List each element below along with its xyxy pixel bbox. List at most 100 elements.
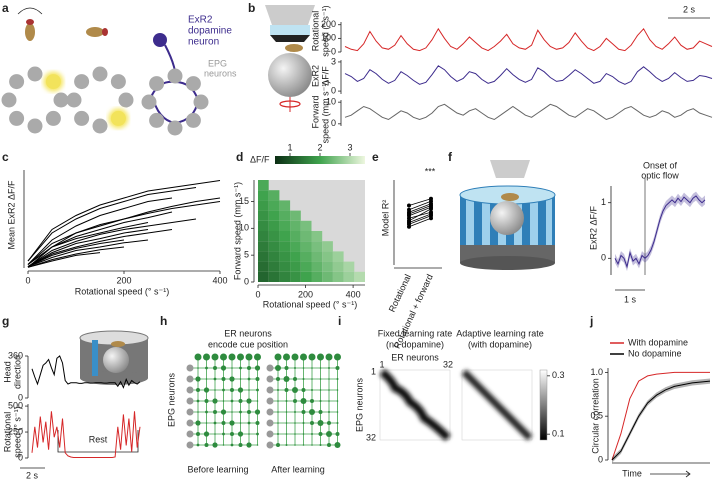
heatmap-cell — [268, 261, 280, 272]
ball — [268, 53, 312, 97]
synapse — [285, 422, 288, 424]
y-label: ExR2 ΔF/F — [588, 205, 598, 250]
ring-neuron — [92, 66, 108, 82]
synapse — [301, 410, 306, 414]
synapse — [204, 443, 209, 447]
heatmap-cell — [300, 261, 312, 272]
caption: Before learning — [187, 464, 248, 474]
synapse — [239, 378, 242, 380]
er-neuron — [325, 353, 333, 361]
panel-g-diagram — [20, 330, 149, 469]
heatmap-cell — [258, 241, 269, 252]
heatmap-cell — [279, 241, 291, 252]
objective — [265, 5, 315, 25]
heatmap-cell — [322, 241, 333, 252]
heatmap-cell — [258, 231, 269, 242]
fly-icon — [102, 28, 108, 36]
synapse — [302, 378, 305, 380]
synapse — [214, 433, 216, 435]
synapse — [230, 443, 234, 447]
heatmap-cell — [311, 261, 323, 272]
colorbar-tick-label: 3 — [347, 142, 352, 152]
synapse — [336, 411, 339, 413]
colorbar-tick-label: 2 — [317, 142, 322, 152]
synapse — [196, 399, 200, 403]
y-label: speed (mm s⁻¹) — [320, 81, 330, 144]
x-label: ER neurons — [391, 352, 439, 362]
x-label: Time — [622, 468, 642, 478]
neuron-label: dopamine — [188, 26, 232, 37]
pair-line — [408, 205, 432, 215]
synapse — [319, 367, 322, 369]
x-label: Rotational speed (° s⁻¹) — [75, 286, 169, 296]
matrix-band — [461, 369, 533, 441]
line — [31, 411, 141, 458]
heatmap-cell — [332, 271, 344, 282]
synapse — [256, 444, 259, 446]
heatmap-cell — [290, 210, 301, 221]
synapse — [293, 377, 297, 381]
y-label: Forward speed (mm s⁻¹) — [232, 182, 242, 280]
y-tick-label: 5 — [244, 250, 249, 260]
synapse — [239, 410, 242, 414]
pair-line — [408, 217, 432, 228]
line — [614, 195, 706, 269]
panel-label: b — [248, 1, 255, 15]
er-neuron — [308, 353, 316, 361]
heatmap-cell — [300, 241, 312, 252]
synapse — [238, 399, 243, 403]
panel-label: i — [338, 314, 341, 328]
heatmap-cell — [300, 271, 312, 282]
synapse — [300, 398, 307, 404]
line — [27, 229, 173, 268]
heatmap-cell — [279, 210, 291, 221]
synapse — [196, 388, 200, 392]
synapse — [302, 367, 305, 369]
y-label: Head — [2, 361, 12, 383]
matrix-title: Adaptive learning rate — [456, 328, 544, 338]
error-band — [615, 191, 705, 272]
heatmap-cell — [311, 241, 323, 252]
synapse — [230, 388, 234, 392]
ring-neuron — [1, 92, 17, 108]
y-tick-label: 500 — [8, 400, 23, 410]
y-label: EPG neurons — [354, 377, 364, 432]
y-tick-label: 250 — [8, 426, 23, 436]
heatmap-cell — [279, 271, 291, 282]
ball — [103, 347, 129, 373]
synapse — [293, 399, 297, 403]
line — [27, 180, 221, 262]
heatmap-cell — [258, 200, 269, 211]
synapse — [328, 389, 330, 391]
er-neuron — [245, 353, 253, 361]
synapse — [229, 420, 235, 426]
heatmap-cell — [300, 231, 312, 242]
epg-neuron — [266, 375, 274, 383]
heatmap-cell — [343, 271, 355, 282]
epg-neuron — [186, 375, 194, 383]
synapse — [277, 433, 279, 435]
ring-neuron — [74, 74, 90, 90]
synapse — [285, 433, 288, 435]
heatmap-cell — [300, 220, 312, 231]
y-label: Forward — [310, 95, 320, 128]
colorbar-tick-label: 0.1 — [552, 429, 565, 439]
heatmap-cell — [290, 220, 301, 231]
er-neuron — [254, 353, 261, 361]
panel-label: j — [589, 314, 593, 328]
heatmap-cell — [322, 261, 333, 272]
synapse — [292, 387, 298, 393]
synapse — [222, 388, 225, 392]
pair-dot — [429, 213, 433, 218]
synapse — [203, 387, 210, 393]
y-label: Circular correlation — [590, 378, 600, 454]
panel-h-diagram — [186, 353, 341, 449]
heatmap-cell — [258, 261, 269, 272]
y-tick-label: 0 — [331, 85, 336, 95]
line — [27, 187, 197, 262]
synapse — [327, 421, 331, 425]
y-label: ΔF/F — [320, 66, 330, 86]
x-tick-label: 400 — [346, 289, 361, 299]
synapse — [213, 377, 217, 381]
colorbar — [275, 156, 365, 164]
